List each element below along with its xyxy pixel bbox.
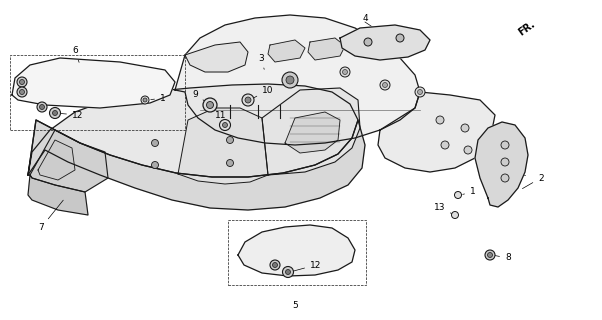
Circle shape xyxy=(452,212,459,219)
Circle shape xyxy=(282,72,298,88)
Polygon shape xyxy=(475,122,528,207)
Text: 10: 10 xyxy=(252,85,273,99)
Polygon shape xyxy=(185,42,248,72)
Circle shape xyxy=(37,102,47,112)
Polygon shape xyxy=(308,38,345,60)
Text: 9: 9 xyxy=(192,90,208,103)
Circle shape xyxy=(270,260,280,270)
Circle shape xyxy=(464,146,472,154)
Circle shape xyxy=(17,77,27,87)
Text: 2: 2 xyxy=(523,173,544,188)
Circle shape xyxy=(143,98,147,102)
Circle shape xyxy=(282,267,294,277)
Text: 1: 1 xyxy=(463,188,476,196)
Polygon shape xyxy=(38,140,75,180)
Polygon shape xyxy=(340,25,430,60)
Polygon shape xyxy=(28,84,358,177)
Circle shape xyxy=(501,174,509,182)
Text: 11: 11 xyxy=(215,110,226,125)
Circle shape xyxy=(49,108,60,118)
Circle shape xyxy=(141,96,149,104)
Circle shape xyxy=(286,76,294,84)
Circle shape xyxy=(488,252,492,258)
Circle shape xyxy=(19,90,25,94)
Circle shape xyxy=(461,124,469,132)
Polygon shape xyxy=(175,15,420,145)
Circle shape xyxy=(242,94,254,106)
Circle shape xyxy=(501,141,509,149)
Circle shape xyxy=(206,101,214,108)
Text: 4: 4 xyxy=(362,13,368,22)
Circle shape xyxy=(364,38,372,46)
Text: FR.: FR. xyxy=(517,19,537,37)
Polygon shape xyxy=(238,225,355,276)
Circle shape xyxy=(203,98,217,112)
Circle shape xyxy=(273,262,278,268)
Circle shape xyxy=(343,69,347,75)
Text: 3: 3 xyxy=(258,53,264,69)
Circle shape xyxy=(396,34,404,42)
Text: 7: 7 xyxy=(38,200,63,233)
Polygon shape xyxy=(28,175,88,215)
Polygon shape xyxy=(268,40,305,62)
Text: 12: 12 xyxy=(293,260,321,271)
Polygon shape xyxy=(28,120,365,210)
Circle shape xyxy=(40,105,45,109)
Circle shape xyxy=(226,159,234,166)
Text: 13: 13 xyxy=(433,204,453,214)
Polygon shape xyxy=(178,108,268,184)
Text: 6: 6 xyxy=(72,45,79,62)
Circle shape xyxy=(380,80,390,90)
Circle shape xyxy=(441,141,449,149)
Polygon shape xyxy=(378,92,495,172)
Polygon shape xyxy=(30,130,108,192)
Circle shape xyxy=(340,67,350,77)
Circle shape xyxy=(152,162,158,169)
Text: 12: 12 xyxy=(58,110,83,119)
Circle shape xyxy=(415,87,425,97)
Circle shape xyxy=(223,123,228,127)
Circle shape xyxy=(152,140,158,147)
Polygon shape xyxy=(285,112,340,153)
Circle shape xyxy=(382,83,388,87)
Circle shape xyxy=(285,269,291,275)
Circle shape xyxy=(226,137,234,143)
Polygon shape xyxy=(12,58,175,108)
Circle shape xyxy=(245,97,251,103)
Circle shape xyxy=(52,110,58,116)
Circle shape xyxy=(220,119,231,131)
Text: 5: 5 xyxy=(292,300,298,309)
Bar xyxy=(228,220,366,285)
Circle shape xyxy=(19,79,25,84)
Circle shape xyxy=(436,116,444,124)
Circle shape xyxy=(485,250,495,260)
Circle shape xyxy=(418,90,423,94)
Circle shape xyxy=(17,87,27,97)
Text: 1: 1 xyxy=(150,93,166,102)
Text: 8: 8 xyxy=(495,253,510,262)
Circle shape xyxy=(455,191,462,198)
Circle shape xyxy=(501,158,509,166)
Bar xyxy=(10,55,185,130)
Polygon shape xyxy=(262,88,360,175)
